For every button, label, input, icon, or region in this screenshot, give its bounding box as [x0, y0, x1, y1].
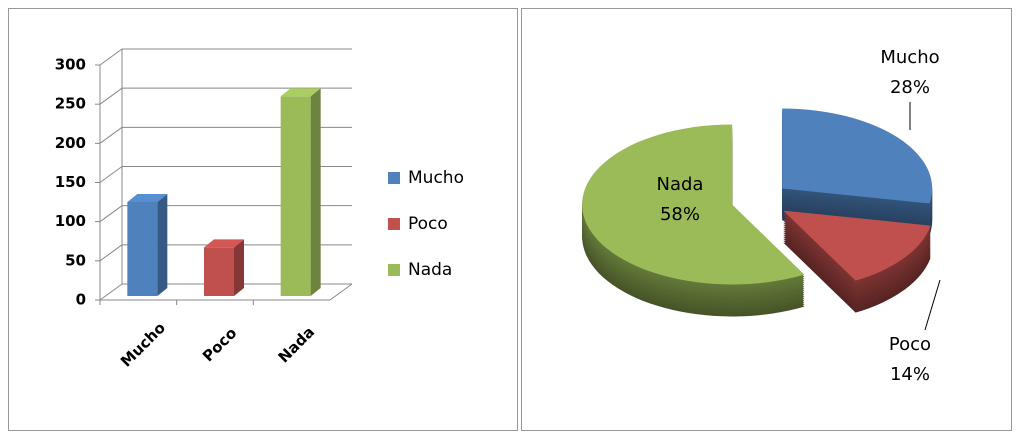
y-tick-label: 150 [55, 173, 86, 191]
bar-side [234, 239, 244, 296]
leader-line [924, 279, 941, 331]
grid-line [99, 87, 123, 105]
grid-line [99, 283, 123, 301]
slice [782, 108, 933, 204]
slice-value-label: 14% [890, 364, 930, 385]
pie-chart: Mucho 28% Poco 14% Nada 58% [582, 47, 941, 385]
bar-side [310, 88, 321, 296]
slice-label: Nada [657, 174, 704, 195]
legend-label: Mucho [408, 168, 464, 188]
bar-front [280, 96, 311, 296]
slice-label: Poco [889, 334, 931, 355]
y-tick-label: 50 [65, 251, 86, 269]
slice-label: Mucho [880, 47, 939, 68]
y-tick-label: 0 [76, 291, 86, 309]
y-tick-label: 200 [55, 134, 86, 152]
floor-side [329, 283, 353, 301]
left-panel [8, 8, 518, 431]
grid-line [99, 205, 123, 223]
bar-chart: 050100150200250300MuchoMuchoPocoPocoNada… [55, 48, 464, 371]
slice-value-label: 28% [890, 77, 930, 98]
grid-line [99, 244, 123, 262]
y-tick-label: 250 [55, 95, 86, 113]
slice [783, 210, 931, 281]
slice-value-label: 58% [660, 204, 700, 225]
legend-swatch [388, 172, 400, 184]
legend-label: Poco [408, 214, 448, 234]
legend-swatch [388, 218, 400, 230]
bar-front [127, 202, 158, 296]
grid-line [99, 166, 123, 183]
bar-top [204, 239, 244, 248]
grid-line [99, 48, 123, 66]
legend-swatch [388, 264, 400, 276]
y-tick-label: 300 [55, 56, 86, 74]
legend-label: Nada [408, 260, 452, 280]
bar-side [157, 194, 168, 296]
y-tick-label: 100 [55, 212, 86, 230]
slice [582, 124, 805, 285]
grid-line [99, 126, 123, 144]
bar-top [280, 88, 321, 97]
bar-front [204, 247, 234, 296]
bar-top [127, 194, 168, 202]
